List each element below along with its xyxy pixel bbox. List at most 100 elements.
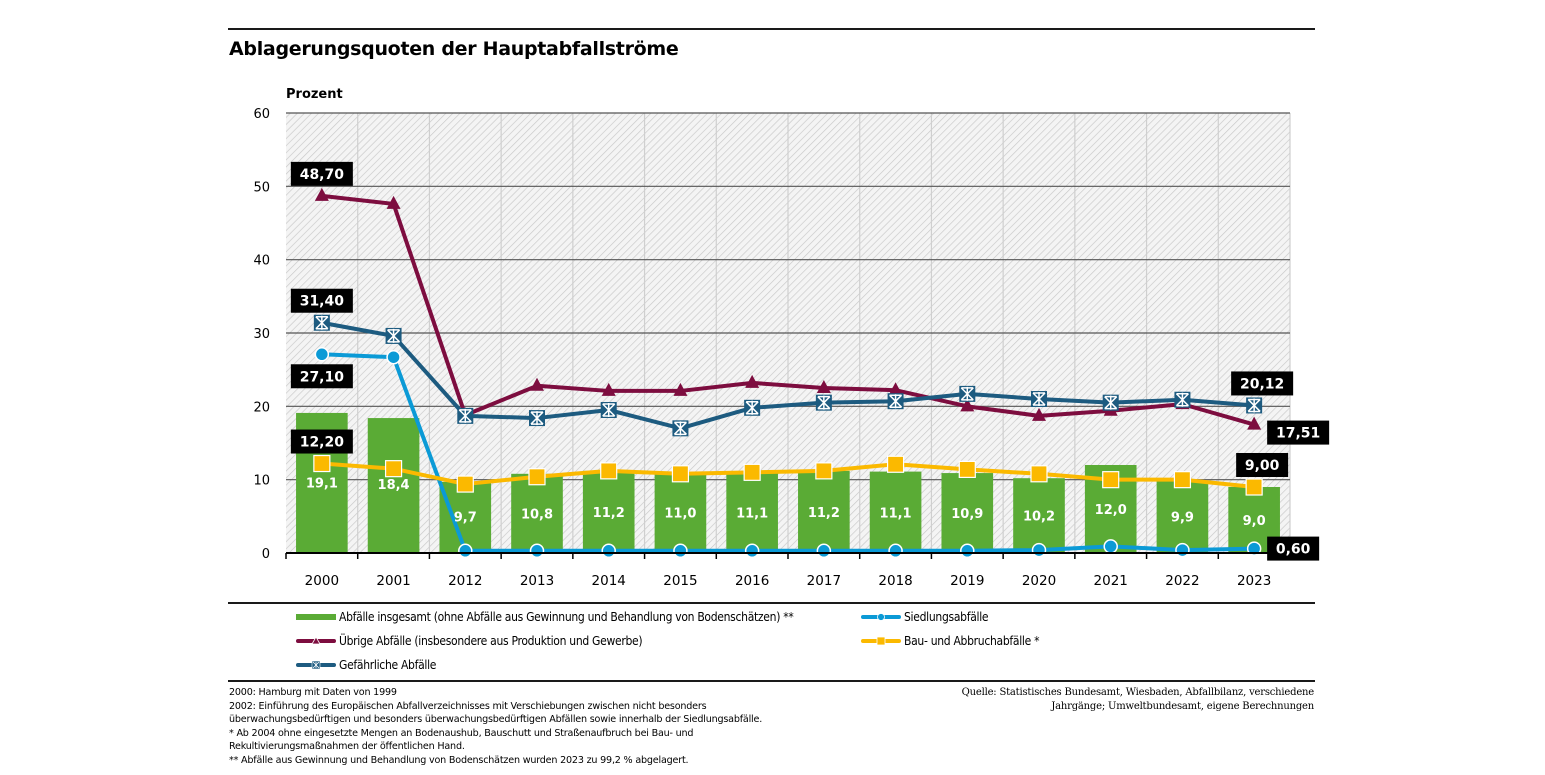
marker-asterisk	[1032, 392, 1046, 406]
annotation-label: 20,12	[1240, 376, 1284, 392]
annotation-label: 31,40	[300, 294, 345, 310]
bar	[439, 481, 492, 553]
gefaehrlich-line	[321, 320, 1255, 431]
annotation-label: 9,00	[1245, 458, 1280, 474]
marker-asterisk	[387, 328, 401, 343]
legend-item-gefaehrlich: Gefährliche Abfälle	[296, 658, 436, 672]
footnote: 2000: Hamburg mit Daten von 1999	[229, 687, 397, 698]
y-axis-label: Prozent	[286, 87, 343, 102]
annotation-box	[290, 364, 353, 389]
gefaehrlich-marker	[1031, 391, 1047, 407]
footnotes: 2000: Hamburg mit Daten von 1999 2002: E…	[229, 686, 762, 768]
siedlung-marker	[601, 543, 616, 559]
gefaehrlich-marker	[672, 420, 689, 437]
marker-asterisk	[817, 395, 831, 410]
series-markers	[313, 187, 1263, 559]
annotation-siedlung: 0,60	[1267, 536, 1320, 561]
siedlung-marker	[888, 543, 903, 559]
y-tick-label: 0	[262, 547, 270, 562]
legend-top-rule	[228, 602, 1315, 604]
x-tick-label: 2012	[448, 573, 482, 589]
annotation-uebrige: 48,70	[290, 161, 353, 186]
bau-marker	[1030, 465, 1048, 483]
top-rule	[228, 28, 1315, 30]
y-tick-label: 50	[253, 180, 270, 195]
bar-value-label: 9,0	[1243, 514, 1266, 529]
y-tick-label: 20	[253, 400, 270, 415]
annotation-box	[290, 161, 353, 186]
legend-circle-swatch	[861, 613, 901, 621]
bar	[941, 473, 994, 553]
chart-title: Ablagerungsquoten der Hauptabfallströme	[229, 38, 679, 60]
siedlung-marker	[1103, 539, 1118, 554]
uebrige-marker	[601, 382, 616, 396]
gefaehrlich-marker	[744, 399, 761, 416]
x-tick-label: 2020	[1022, 573, 1056, 589]
gefaehrlich-marker	[529, 410, 545, 427]
bau-marker	[384, 460, 403, 478]
bau-marker	[671, 465, 690, 483]
x-tick-label: 2018	[878, 573, 912, 589]
siedlung-line	[321, 352, 1255, 553]
marker-asterisk	[673, 421, 687, 436]
bau-marker	[1245, 478, 1263, 496]
bar-value-label: 9,7	[454, 510, 477, 525]
annotation-bau: 9,00	[1236, 453, 1289, 477]
siedlung-marker	[386, 349, 401, 365]
marker-asterisk	[602, 403, 616, 417]
siedlung-marker	[1031, 542, 1047, 558]
uebrige-marker	[960, 398, 975, 412]
bar	[1156, 480, 1209, 553]
footnote: Rekultivierungsmaßnahmen der öffentliche…	[229, 741, 465, 753]
x-tick-label: 2017	[807, 573, 841, 589]
legend-square-swatch	[861, 636, 901, 646]
uebrige-line	[321, 193, 1255, 427]
gefaehrlich-marker	[1102, 394, 1119, 411]
legend-label: Übrige Abfälle (insbesondere aus Produkt…	[339, 634, 643, 648]
annotation-box	[290, 288, 353, 313]
annotation-label: 12,20	[300, 435, 345, 451]
bar-value-label: 10,8	[521, 507, 553, 522]
marker-asterisk	[315, 315, 329, 330]
gefaehrlich-marker	[1174, 391, 1191, 408]
bar-value-label: 11,2	[593, 506, 625, 521]
marker-asterisk	[1175, 392, 1189, 407]
annotation-label: 48,70	[300, 167, 345, 183]
siedlung-marker	[314, 347, 330, 362]
uebrige-marker	[386, 195, 401, 209]
y-tick-label: 30	[253, 327, 270, 342]
bar-value-label: 10,9	[951, 507, 983, 522]
bau-marker	[600, 462, 618, 480]
y-tick-label: 40	[253, 254, 270, 269]
siedlung-marker	[1175, 542, 1190, 558]
gefaehrlich-marker	[600, 402, 617, 418]
bar	[798, 470, 850, 553]
bar-value-label: 12,0	[1095, 503, 1127, 518]
annotation-box	[1267, 420, 1330, 445]
annotation-gefaehrlich: 31,40	[290, 288, 353, 313]
chart: 0 10 20 30 40 50 60 2000 2001 2012 2013 2014 2015 201…	[253, 87, 1330, 589]
source-note: Quelle: Statistisches Bundesamt, Wiesbad…	[961, 686, 1315, 714]
bau-marker	[958, 460, 976, 478]
uebrige-marker	[1032, 407, 1046, 421]
marker-asterisk	[530, 411, 544, 426]
annotation-bau: 12,20	[290, 429, 353, 454]
x-tick-label: 2019	[950, 573, 984, 589]
axes: 0 10 20 30 40 50 60 2000 2001 2012 2013 2014 2015 201…	[253, 107, 1291, 589]
marker-asterisk	[1104, 395, 1118, 410]
marker-asterisk	[1247, 398, 1261, 413]
siedlung-marker	[529, 543, 545, 559]
siedlung-marker	[673, 543, 688, 559]
bar	[511, 473, 563, 553]
bau-marker	[313, 454, 331, 473]
x-tick-label: 2001	[376, 573, 410, 589]
bau-marker	[1173, 471, 1192, 489]
legend-bottom-rule	[228, 680, 1315, 682]
uebrige-marker	[888, 382, 903, 396]
annotation-gefaehrlich: 20,12	[1231, 371, 1294, 396]
source-line: Quelle: Statistisches Bundesamt, Wiesbad…	[961, 687, 1315, 698]
gefaehrlich-marker	[313, 314, 330, 331]
marker-asterisk	[745, 400, 759, 415]
gefaehrlich-marker	[457, 407, 474, 424]
x-tick-label: 2016	[735, 573, 769, 589]
